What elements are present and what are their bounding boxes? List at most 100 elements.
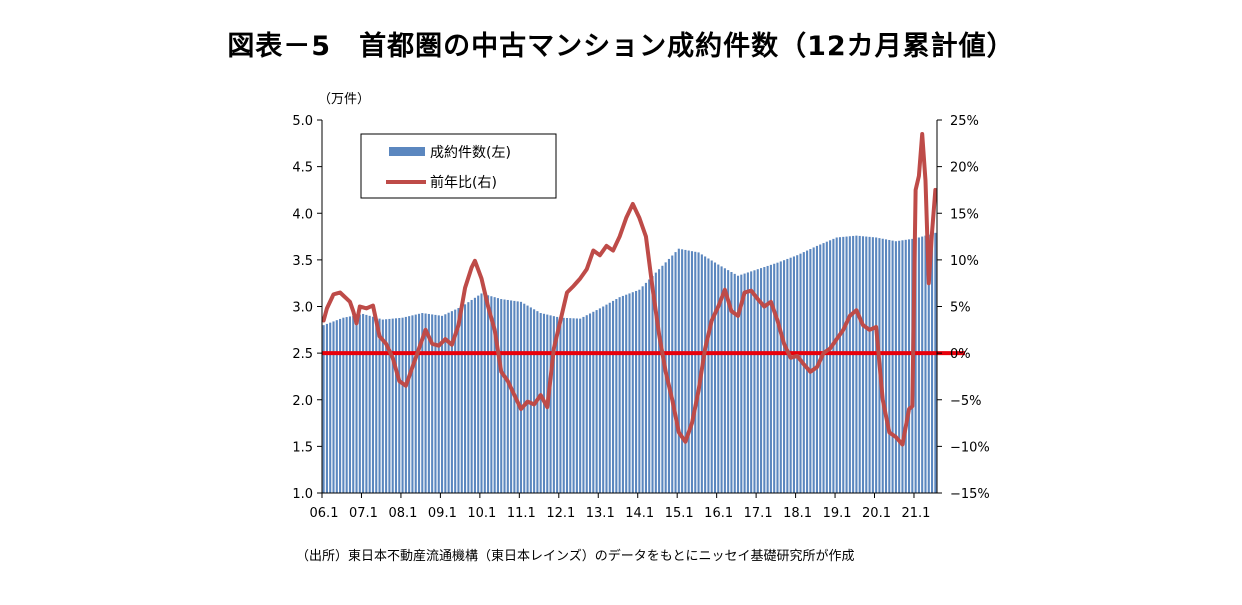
bar bbox=[763, 267, 766, 493]
bar bbox=[362, 313, 365, 493]
x-tick-label: 06.1 bbox=[310, 506, 339, 521]
x-tick-label: 11.1 bbox=[507, 506, 536, 521]
bar bbox=[424, 313, 427, 493]
left-tick-label: 1.5 bbox=[292, 440, 313, 455]
bar bbox=[845, 236, 848, 493]
bar bbox=[884, 239, 888, 493]
bar bbox=[753, 270, 756, 493]
bar bbox=[431, 314, 434, 493]
bar bbox=[483, 294, 486, 493]
bar bbox=[444, 314, 447, 493]
right-tick-label: 10% bbox=[950, 254, 979, 269]
bar bbox=[582, 316, 585, 493]
bar bbox=[391, 318, 394, 493]
right-tick-label: −10% bbox=[950, 440, 990, 455]
bar bbox=[592, 311, 595, 493]
bar bbox=[648, 279, 651, 493]
bar bbox=[838, 237, 842, 493]
yoy-line bbox=[321, 131, 938, 447]
legend-bar-label: 成約件数(左) bbox=[430, 145, 511, 161]
bar bbox=[519, 301, 523, 493]
bar bbox=[421, 313, 424, 493]
bar bbox=[339, 318, 342, 493]
bar bbox=[720, 266, 723, 493]
bar bbox=[394, 318, 398, 493]
x-tick-label: 14.1 bbox=[625, 506, 654, 521]
bar bbox=[329, 322, 332, 493]
bar bbox=[881, 238, 884, 493]
bar bbox=[717, 264, 720, 493]
x-tick-label: 21.1 bbox=[902, 506, 931, 521]
bar bbox=[704, 256, 707, 493]
bar bbox=[378, 318, 381, 493]
bar bbox=[464, 304, 467, 493]
bar bbox=[641, 286, 644, 493]
bar bbox=[526, 305, 529, 493]
bar bbox=[796, 255, 799, 493]
bar bbox=[871, 237, 874, 493]
bar bbox=[427, 313, 430, 493]
bar bbox=[644, 282, 647, 493]
right-tick-label: 5% bbox=[950, 301, 971, 316]
bar bbox=[355, 315, 358, 493]
bar bbox=[687, 250, 690, 493]
bar bbox=[516, 301, 519, 493]
bar bbox=[487, 295, 490, 493]
bar bbox=[460, 306, 463, 493]
bar bbox=[332, 321, 335, 493]
bar bbox=[440, 315, 444, 493]
bar bbox=[756, 269, 759, 493]
bar bbox=[506, 299, 509, 493]
x-tick-label: 15.1 bbox=[665, 506, 694, 521]
bar bbox=[723, 268, 726, 493]
bar bbox=[417, 313, 421, 493]
bar bbox=[562, 317, 565, 493]
bar bbox=[786, 258, 789, 493]
bar bbox=[743, 273, 746, 493]
bar bbox=[855, 235, 858, 493]
bar bbox=[595, 310, 598, 493]
bar bbox=[861, 236, 865, 493]
chart-title: 図表－5 首都圏の中古マンション成約件数（12カ月累計値） bbox=[227, 31, 1015, 62]
bar bbox=[835, 237, 838, 493]
legend-bar-swatch bbox=[389, 147, 425, 156]
bar bbox=[658, 269, 661, 493]
bar bbox=[842, 236, 845, 493]
bar bbox=[411, 315, 414, 493]
bar bbox=[572, 318, 575, 493]
bar bbox=[766, 265, 769, 493]
bar bbox=[907, 239, 911, 493]
left-tick-label: 3.0 bbox=[292, 301, 313, 316]
right-tick-label: 0% bbox=[950, 347, 971, 362]
bar bbox=[822, 243, 825, 493]
bar bbox=[569, 318, 572, 493]
bar bbox=[783, 260, 786, 493]
right-tick-label: −5% bbox=[950, 394, 982, 409]
bar bbox=[605, 304, 608, 493]
bar bbox=[654, 272, 657, 493]
x-tick-label: 20.1 bbox=[862, 506, 891, 521]
bar bbox=[368, 315, 371, 493]
bar bbox=[750, 271, 753, 493]
bar bbox=[858, 235, 861, 493]
bar bbox=[740, 274, 743, 493]
bar bbox=[760, 268, 763, 493]
bar bbox=[651, 276, 654, 493]
bar bbox=[667, 258, 671, 493]
bar bbox=[625, 294, 628, 493]
bar bbox=[638, 289, 641, 493]
bar bbox=[602, 306, 605, 493]
bar bbox=[414, 314, 417, 493]
bar bbox=[490, 296, 493, 493]
bar bbox=[365, 314, 368, 493]
bar bbox=[746, 272, 749, 493]
bar bbox=[477, 295, 480, 493]
bar bbox=[829, 240, 832, 493]
bar bbox=[681, 249, 684, 493]
x-tick-label: 18.1 bbox=[783, 506, 812, 521]
bar bbox=[868, 236, 871, 493]
bar bbox=[559, 317, 562, 493]
bar bbox=[927, 234, 930, 493]
bar bbox=[921, 236, 924, 493]
